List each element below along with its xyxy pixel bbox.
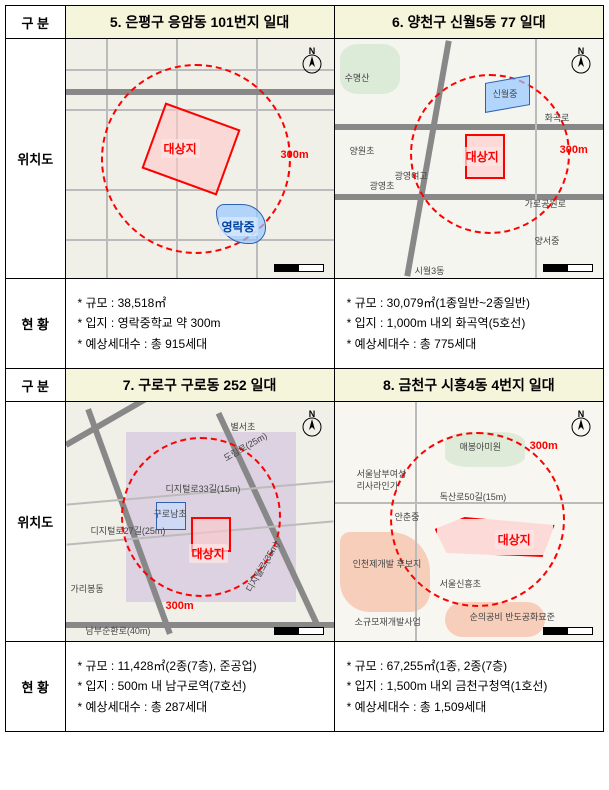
scalebar-icon [543,264,593,272]
radius-label: 300m [166,600,194,612]
map-label: 가로공원로 [525,197,566,210]
map-label: 리사라인기 [357,479,398,492]
status-line: * 입지 : 1,000m 내외 화곡역(5호선) [347,313,591,333]
location-map-label: 위치도 [6,402,66,642]
site-5-status: * 규모 : 38,518㎡ * 입지 : 영락중학교 약 300m * 예상세… [65,279,334,369]
site-label: 대상지 [189,544,228,563]
map-label: 소규모재개발사업 [355,615,421,628]
status-label: 현 황 [6,279,66,369]
map-label: 시월3동 [415,264,445,277]
map-label: 인천제개발 후보지 [353,557,422,570]
map-label: 광영여고 [395,169,428,182]
site-7-status: * 규모 : 11,428㎡(2종(7층), 준공업) * 입지 : 500m … [65,642,334,732]
radius-label: 300m [281,149,309,161]
map-label: 구로남초 [154,507,187,520]
map-label: 순의공비 반도공화묘준 [470,610,555,623]
map-label: 화곡로 [545,111,570,124]
compass-icon: N [569,45,593,75]
status-line: * 규모 : 11,428㎡(2종(7층), 준공업) [78,656,322,676]
scalebar-icon [274,627,324,635]
location-map-label: 위치도 [6,39,66,279]
map-label: 독산로50길(15m) [440,490,507,503]
map-label: 양서중 [535,234,560,247]
school-label: 영락중 [219,217,258,236]
map-site-6: 대상지 300m 수명산 신월중 화곡로 양원초 광영초 광영여고 가로공원로 … [334,39,603,279]
map-label: 디지털로33길(15m) [166,482,241,495]
map-label: 디지털로27길(25m) [91,524,166,537]
map-label: 남부순환로(40m) [86,624,151,637]
map-label: 신월중 [493,87,518,100]
compass-icon: N [569,408,593,438]
scalebar-icon [274,264,324,272]
comparison-table: 구 분 5. 은평구 응암동 101번지 일대 6. 양천구 신월5동 77 일… [5,5,604,732]
status-line: * 입지 : 500m 내 남구로역(7호선) [78,676,322,696]
site-label: 대상지 [161,139,200,158]
status-line: * 예상세대수 : 총 1,509세대 [347,697,591,717]
compass-icon: N [300,45,324,75]
status-line: * 예상세대수 : 총 915세대 [78,334,322,354]
site-6-status: * 규모 : 30,079㎡(1종일반~2종일반) * 입지 : 1,000m … [334,279,603,369]
site-label: 대상지 [495,530,534,549]
status-label: 현 황 [6,642,66,732]
site-5-title: 5. 은평구 응암동 101번지 일대 [65,6,334,39]
map-label: 수명산 [345,71,370,84]
map-label: 광영초 [370,179,395,192]
status-line: * 규모 : 67,255㎡(1종, 2종(7층) [347,656,591,676]
site-8-title: 8. 금천구 시흥4동 4번지 일대 [334,369,603,402]
map-site-8: 대상지 300m 매봉아미원 서울남부여성 리사라인기 독산로50길(15m) … [334,402,603,642]
division-header: 구 분 [6,6,66,39]
status-line: * 규모 : 38,518㎡ [78,293,322,313]
status-line: * 예상세대수 : 총 775세대 [347,334,591,354]
site-8-status: * 규모 : 67,255㎡(1종, 2종(7층) * 입지 : 1,500m … [334,642,603,732]
scalebar-icon [543,627,593,635]
radius-label: 300m [560,144,588,156]
status-line: * 규모 : 30,079㎡(1종일반~2종일반) [347,293,591,313]
status-line: * 예상세대수 : 총 287세대 [78,697,322,717]
map-site-7: 대상지 300m 별서초 도림로(25m) 디지털로33길(15m) 디지털로2… [65,402,334,642]
map-label: 매봉아미원 [460,440,501,453]
map-label: 별서초 [231,420,256,433]
map-label: 양원초 [350,144,375,157]
site-6-title: 6. 양천구 신월5동 77 일대 [334,6,603,39]
division-header: 구 분 [6,369,66,402]
map-label: 가리봉동 [71,582,104,595]
site-label: 대상지 [463,147,502,166]
map-site-5: 대상지 영락중 300m N [65,39,334,279]
status-line: * 입지 : 1,500m 내외 금천구청역(1호선) [347,676,591,696]
map-label: 서울신흥초 [440,577,481,590]
radius-label: 300m [530,440,558,452]
compass-icon: N [300,408,324,438]
site-7-title: 7. 구로구 구로동 252 일대 [65,369,334,402]
status-line: * 입지 : 영락중학교 약 300m [78,313,322,333]
map-label: 안춘중 [395,510,420,523]
